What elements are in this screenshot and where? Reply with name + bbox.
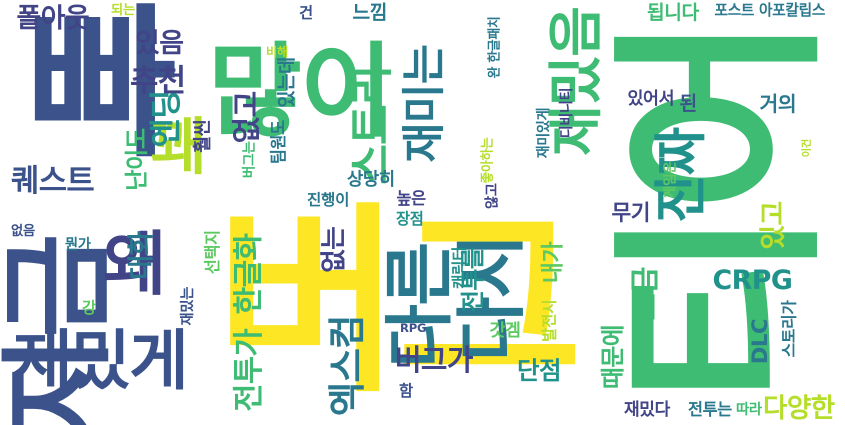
- word-37: 게임은: [662, 161, 679, 199]
- word-66: 강: [82, 298, 96, 317]
- word-14: CRPG: [712, 264, 793, 296]
- word-62: 없음: [11, 223, 35, 239]
- word-21: 난이도: [124, 127, 151, 191]
- word-17: 폴아웃: [16, 2, 90, 34]
- word-24: 한글화: [230, 233, 266, 315]
- word-39: 갓겜: [489, 320, 521, 341]
- word-22: 없고: [229, 91, 264, 144]
- word-48: 포스트 아포칼립스: [714, 1, 826, 19]
- word-1: 많이: [208, 32, 394, 152]
- word-42: 상당히: [347, 170, 395, 190]
- word-50: 된: [679, 91, 698, 115]
- word-10: 왜: [103, 224, 167, 305]
- word-25: 전투가: [231, 328, 267, 412]
- word-61: 버그는: [241, 141, 258, 179]
- word-2: 버그: [216, 184, 583, 420]
- word-7: 재밌음: [543, 6, 608, 156]
- word-27: 조금: [627, 267, 662, 321]
- word-13: 스토리: [346, 65, 398, 185]
- word-29: 다양한: [763, 392, 835, 424]
- word-0: 빠: [26, 0, 177, 180]
- word-23: 버그가: [395, 342, 473, 377]
- word-55: 되는: [111, 2, 135, 18]
- word-53: 전투는: [688, 400, 732, 419]
- word-43: 진행이: [307, 191, 350, 209]
- word-30: 때문에: [599, 324, 628, 390]
- word-67: 함: [399, 381, 413, 400]
- word-12: 재미는: [399, 45, 450, 163]
- word-34: 있고: [757, 200, 789, 250]
- word-72: 재미있게: [536, 107, 553, 158]
- word-20: 엔딩: [148, 90, 185, 148]
- word-73: 좋아하는: [480, 136, 496, 183]
- word-45: 장점: [396, 209, 424, 228]
- word-57: 건: [299, 3, 313, 22]
- word-28: DLC: [746, 318, 772, 364]
- word-15: 엑스컴: [324, 314, 369, 416]
- word-63: 뭔가: [65, 237, 91, 253]
- word-51: 이건: [802, 138, 814, 158]
- word-60: 훨씬: [191, 119, 213, 153]
- word-32: 단점: [517, 355, 562, 385]
- word-71: 디비니티: [559, 87, 576, 138]
- word-36: 무기: [611, 200, 651, 226]
- word-11: 꽤: [150, 112, 207, 183]
- word-69: 발전시: [540, 299, 559, 342]
- word-56: 비해: [266, 45, 288, 59]
- word-46: 느낌: [352, 0, 388, 24]
- word-16: 퀘스트: [11, 162, 95, 199]
- word-64: 선택지: [202, 230, 222, 275]
- word-70: 완 한글패치: [487, 16, 503, 79]
- word-35: 거의: [759, 92, 797, 116]
- word-49: 있어서: [627, 88, 675, 109]
- word-54: 따라: [736, 402, 762, 418]
- word-38: 스토리가: [779, 300, 799, 358]
- word-59: 팀원도: [268, 120, 288, 165]
- word-52: 재밌다: [624, 399, 670, 420]
- word-58: 있는데: [276, 57, 298, 108]
- word-47: 됩니다: [647, 0, 699, 24]
- word-65: 재밌는: [179, 286, 196, 326]
- word-41: 내가: [539, 241, 566, 284]
- word-19: 추천: [130, 62, 186, 99]
- word-74: 않고: [484, 183, 501, 210]
- word-8: 재밌게: [13, 324, 189, 399]
- word-40: RPG: [400, 321, 427, 335]
- word-26: 대화: [125, 230, 157, 280]
- word-31: 없는: [319, 226, 350, 273]
- word-68: 캐릭터: [450, 246, 469, 289]
- word-18: 있음: [135, 27, 184, 59]
- word-44: 높은: [396, 189, 427, 208]
